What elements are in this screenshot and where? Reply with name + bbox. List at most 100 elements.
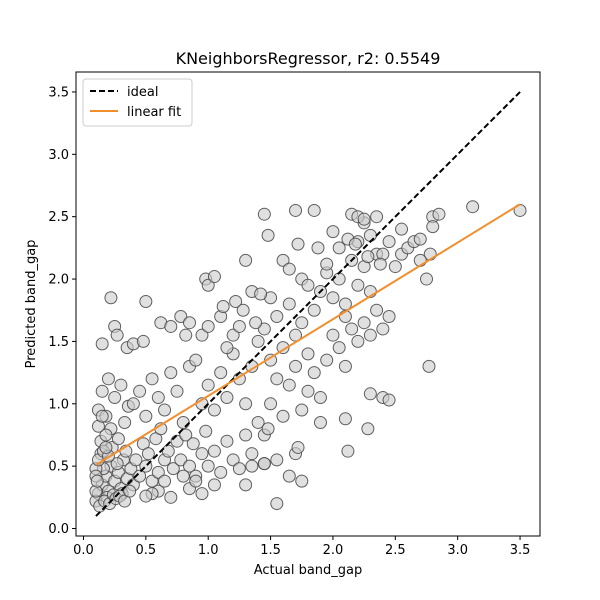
data-point [179, 328, 193, 342]
data-point [195, 487, 209, 501]
x-tick-label: 0.0 [73, 543, 94, 558]
data-point [307, 303, 321, 317]
data-point [226, 453, 240, 467]
legend: ideal linear fit [82, 78, 193, 127]
data-point [110, 328, 124, 342]
data-point [95, 409, 109, 423]
data-point [195, 447, 209, 461]
data-point [257, 207, 271, 221]
ideal-line [95, 91, 521, 517]
axes-frame [75, 71, 541, 537]
data-point [261, 228, 275, 242]
y-tick-label: 0.0 [48, 522, 69, 537]
data-point [251, 415, 265, 429]
data-point [161, 444, 175, 458]
data-point [466, 200, 480, 214]
legend-fit-label: linear fit [127, 105, 181, 120]
data-point [348, 237, 362, 251]
linear-fit-line [95, 203, 521, 466]
data-point [111, 432, 125, 446]
data-point [276, 409, 290, 423]
data-point [257, 457, 271, 471]
y-axis: 0.0 0.5 1.0 1.5 2.0 2.5 3.0 3.5 [48, 85, 76, 537]
data-point [99, 440, 113, 454]
data-point [282, 469, 296, 483]
data-point [245, 459, 259, 473]
data-point [301, 384, 315, 398]
data-point [245, 447, 259, 461]
data-point [251, 334, 265, 348]
data-point [419, 272, 433, 286]
data-point [170, 384, 184, 398]
data-point [189, 474, 203, 488]
data-point [176, 469, 190, 483]
data-point [214, 465, 228, 479]
y-tick-label: 2.0 [48, 273, 69, 288]
data-point [320, 257, 334, 271]
data-point [289, 359, 303, 373]
data-point [214, 366, 228, 380]
data-point [183, 459, 197, 473]
data-point [326, 328, 340, 342]
data-point [376, 322, 390, 336]
data-point [351, 278, 365, 292]
data-point [341, 444, 355, 458]
data-point [338, 412, 352, 426]
data-point [139, 489, 153, 503]
data-point [291, 237, 305, 251]
data-point [422, 359, 436, 373]
data-point [351, 334, 365, 348]
data-point [220, 434, 234, 448]
legend-ideal-label: ideal [127, 85, 158, 100]
data-point [164, 490, 178, 504]
data-point [382, 393, 396, 407]
y-tick-label: 1.5 [48, 335, 69, 350]
data-point [270, 453, 284, 467]
data-point [426, 220, 440, 234]
x-tick-label: 3.0 [447, 543, 468, 558]
data-point [388, 260, 402, 274]
data-point [361, 250, 375, 264]
data-point [151, 391, 165, 405]
data-point [236, 303, 250, 317]
data-point [95, 384, 109, 398]
data-point [189, 353, 203, 367]
data-point [179, 428, 193, 442]
data-point [239, 478, 253, 492]
data-point [90, 474, 104, 488]
data-point [229, 295, 243, 309]
data-point [174, 453, 188, 467]
data-point [114, 378, 128, 392]
data-point [145, 372, 159, 386]
data-point [313, 391, 327, 405]
data-point [239, 397, 253, 411]
y-tick-label: 1.0 [48, 397, 69, 412]
data-point [282, 297, 296, 311]
data-point [370, 210, 384, 224]
data-point [320, 353, 334, 367]
data-point [361, 422, 375, 436]
data-point [307, 366, 321, 380]
data-point [207, 403, 221, 417]
chart-title: KNeighborsRegressor, r2: 0.5549 [176, 49, 441, 68]
data-point [126, 397, 140, 411]
data-point [432, 207, 446, 221]
data-point [201, 378, 215, 392]
x-tick-label: 3.5 [510, 543, 531, 558]
data-point [291, 440, 305, 454]
data-point [174, 309, 188, 323]
data-point [141, 447, 155, 461]
data-point [326, 291, 340, 305]
data-point [295, 403, 309, 417]
x-tick-label: 0.5 [136, 543, 157, 558]
data-point [139, 409, 153, 423]
data-point [158, 403, 172, 417]
data-point [301, 347, 315, 361]
data-point [254, 287, 268, 301]
data-point [345, 322, 359, 336]
data-point [413, 232, 427, 246]
data-point [133, 469, 147, 483]
data-point [164, 319, 178, 333]
y-axis-label: Predicted band_gap [24, 240, 39, 369]
